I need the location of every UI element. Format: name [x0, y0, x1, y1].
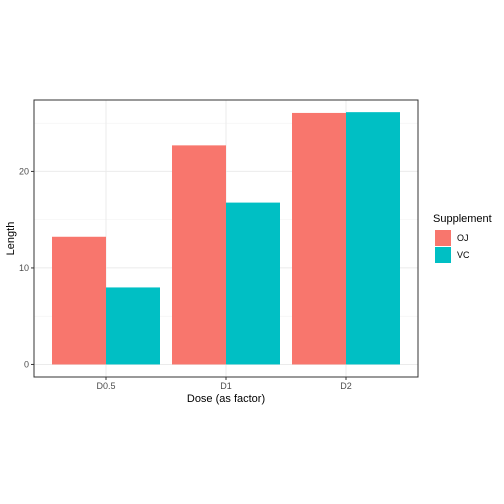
y-tick-label: 0 [24, 359, 29, 369]
y-axis-title: Length [5, 222, 17, 256]
bar-layer [52, 112, 400, 365]
legend-title: Supplement [433, 213, 492, 225]
bar-oj-d2 [292, 112, 346, 365]
bar-oj-d05 [52, 236, 106, 365]
y-tick-label: 10 [19, 263, 29, 273]
x-tick-label: D0.5 [96, 381, 115, 391]
x-tick-label: D2 [340, 381, 352, 391]
bar-vc-d1 [226, 202, 280, 365]
legend-key-vc [435, 247, 451, 263]
legend-label-oj: OJ [457, 233, 469, 243]
bar-vc-d05 [106, 287, 160, 365]
axis-layer: 0 10 20 D0.5 D1 D2 [19, 166, 352, 391]
x-axis-title: Dose (as factor) [187, 393, 265, 405]
bar-vc-d2 [346, 112, 400, 365]
legend-label-vc: VC [457, 250, 470, 260]
bar-oj-d1 [172, 145, 226, 365]
legend: Supplement OJ VC [433, 213, 492, 263]
legend-key-oj [435, 230, 451, 246]
y-tick-label: 20 [19, 166, 29, 176]
x-tick-label: D1 [220, 381, 232, 391]
